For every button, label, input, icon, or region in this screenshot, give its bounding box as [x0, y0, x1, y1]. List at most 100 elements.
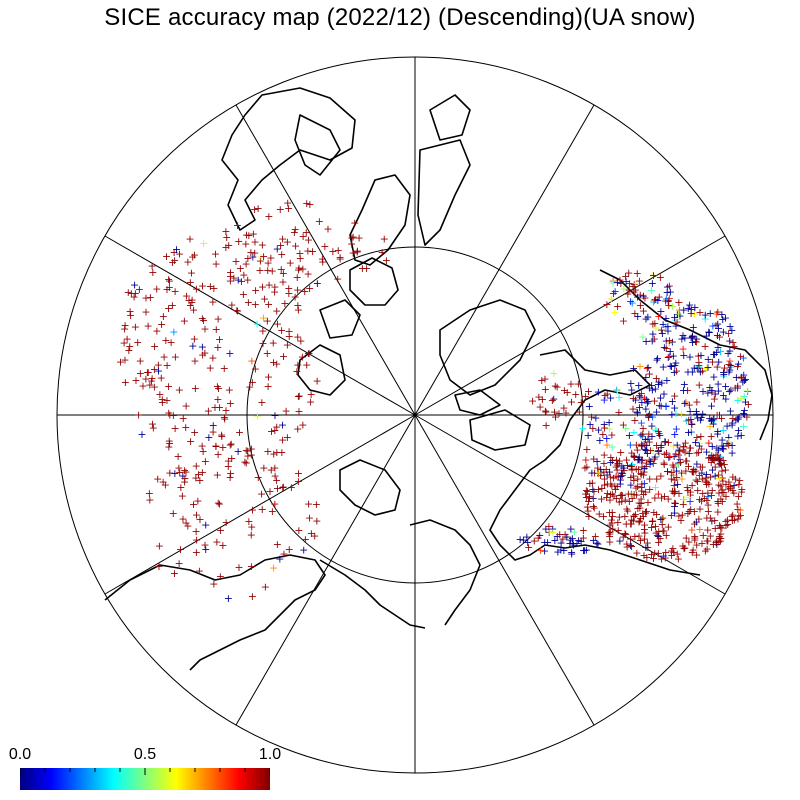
accuracy-marker: +: [551, 410, 560, 423]
accuracy-marker: +: [736, 350, 745, 363]
accuracy-marker: +: [670, 474, 679, 487]
accuracy-marker: +: [638, 422, 647, 435]
accuracy-marker: +: [192, 533, 201, 546]
accuracy-marker: +: [654, 525, 663, 538]
accuracy-marker: +: [216, 524, 225, 537]
accuracy-marker: +: [697, 467, 706, 480]
accuracy-marker: +: [710, 454, 719, 467]
accuracy-marker: +: [631, 481, 640, 494]
accuracy-marker: +: [270, 409, 279, 422]
accuracy-marker: +: [657, 552, 666, 565]
accuracy-marker: +: [619, 462, 628, 475]
accuracy-marker: +: [607, 428, 616, 441]
accuracy-marker: +: [180, 472, 189, 485]
accuracy-marker: +: [668, 395, 677, 408]
accuracy-marker: +: [706, 530, 715, 543]
accuracy-marker: +: [624, 267, 633, 280]
coastline-segment: [294, 114, 341, 176]
accuracy-marker: +: [247, 529, 256, 542]
accuracy-marker: +: [307, 527, 316, 540]
accuracy-marker: +: [550, 406, 559, 419]
accuracy-marker: +: [713, 453, 722, 466]
accuracy-marker: +: [704, 325, 713, 338]
accuracy-marker: +: [146, 291, 155, 304]
accuracy-marker: +: [641, 433, 650, 446]
accuracy-marker: +: [641, 505, 650, 518]
accuracy-marker: +: [684, 460, 693, 473]
accuracy-marker: +: [213, 468, 222, 481]
accuracy-marker: +: [597, 482, 606, 495]
accuracy-marker: +: [694, 359, 703, 372]
accuracy-marker: +: [577, 396, 586, 409]
accuracy-marker: +: [698, 472, 707, 485]
accuracy-marker: +: [187, 296, 196, 309]
accuracy-marker: +: [153, 473, 162, 486]
accuracy-marker: +: [609, 287, 618, 300]
accuracy-marker: +: [315, 215, 324, 228]
accuracy-marker: +: [641, 371, 650, 384]
accuracy-marker: +: [667, 509, 676, 522]
accuracy-marker: +: [671, 319, 680, 332]
accuracy-marker: +: [164, 380, 173, 393]
accuracy-marker: +: [734, 358, 743, 371]
accuracy-marker: +: [673, 308, 682, 321]
accuracy-marker: +: [644, 411, 653, 424]
coastline-segment: [409, 519, 481, 626]
accuracy-marker: +: [630, 530, 639, 543]
accuracy-marker: +: [722, 420, 731, 433]
accuracy-marker: +: [683, 484, 692, 497]
accuracy-marker: +: [154, 560, 163, 573]
accuracy-marker: +: [570, 526, 579, 539]
accuracy-marker: +: [740, 404, 749, 417]
accuracy-marker: +: [198, 348, 207, 361]
accuracy-marker: +: [701, 471, 710, 484]
accuracy-marker: +: [515, 533, 524, 546]
accuracy-marker: +: [690, 532, 699, 545]
accuracy-marker: +: [690, 362, 699, 375]
accuracy-marker: +: [348, 231, 357, 244]
accuracy-marker: +: [633, 267, 642, 280]
accuracy-marker: +: [291, 223, 300, 236]
accuracy-marker: +: [273, 482, 282, 495]
accuracy-marker: +: [211, 248, 220, 261]
accuracy-marker: +: [707, 449, 716, 462]
accuracy-marker: +: [673, 478, 682, 491]
accuracy-marker: +: [662, 286, 671, 299]
accuracy-marker: +: [662, 335, 671, 348]
accuracy-marker: +: [242, 228, 251, 241]
accuracy-marker: +: [693, 484, 702, 497]
accuracy-marker: +: [677, 473, 686, 486]
accuracy-marker: +: [669, 440, 678, 453]
accuracy-marker: +: [698, 407, 707, 420]
accuracy-marker: +: [323, 222, 332, 235]
accuracy-marker: +: [227, 437, 236, 450]
accuracy-marker: +: [192, 460, 201, 473]
accuracy-marker: +: [353, 244, 362, 257]
accuracy-marker: +: [701, 475, 710, 488]
accuracy-marker: +: [273, 538, 282, 551]
accuracy-marker: +: [683, 507, 692, 520]
accuracy-marker: +: [294, 524, 303, 537]
accuracy-marker: +: [582, 461, 591, 474]
accuracy-marker: +: [242, 457, 251, 470]
accuracy-marker: +: [541, 405, 550, 418]
accuracy-marker: +: [661, 400, 670, 413]
accuracy-marker: +: [643, 395, 652, 408]
accuracy-marker: +: [254, 471, 263, 484]
accuracy-marker: +: [685, 350, 694, 363]
accuracy-marker: +: [181, 516, 190, 529]
coastline-segment: [439, 299, 536, 396]
accuracy-marker: +: [270, 470, 279, 483]
accuracy-marker: +: [709, 371, 718, 384]
accuracy-markers: ++++++++++++++++++++++++++++++++++++++++…: [116, 197, 753, 605]
accuracy-marker: +: [320, 240, 329, 253]
accuracy-marker: +: [714, 479, 723, 492]
accuracy-marker: +: [643, 311, 652, 324]
accuracy-marker: +: [701, 312, 710, 325]
accuracy-marker: +: [579, 544, 588, 557]
accuracy-marker: +: [572, 537, 581, 550]
accuracy-marker: +: [607, 441, 616, 454]
accuracy-marker: +: [641, 444, 650, 457]
accuracy-marker: +: [673, 547, 682, 560]
accuracy-marker: +: [629, 470, 638, 483]
